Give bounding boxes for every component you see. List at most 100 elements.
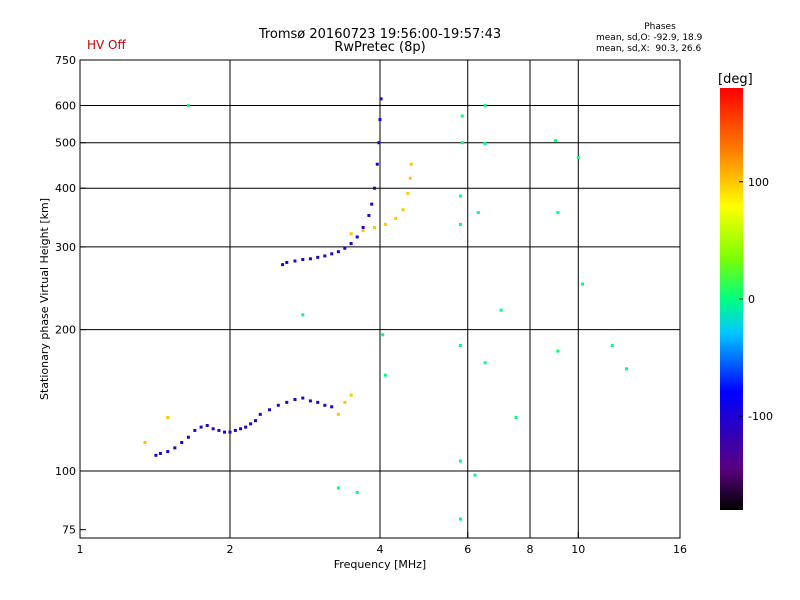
x-tick-label: 10 (571, 543, 585, 556)
x-tick-label: 1 (77, 543, 84, 556)
data-point (361, 229, 365, 233)
colorbar-unit-label: [deg] (718, 72, 753, 87)
data-point (158, 451, 162, 455)
data-point (381, 333, 385, 337)
data-point (249, 422, 253, 426)
data-point (367, 213, 371, 217)
colorbar (720, 88, 743, 510)
data-point (308, 399, 312, 403)
data-point (180, 440, 184, 444)
data-point (349, 393, 353, 397)
data-point (473, 473, 477, 477)
y-tick-label: 500 (55, 137, 76, 150)
data-point (143, 440, 147, 444)
data-point (458, 222, 462, 226)
data-point (460, 114, 464, 118)
x-tick-label: 16 (673, 543, 687, 556)
data-point (355, 235, 359, 239)
data-point (258, 412, 262, 416)
data-point (556, 211, 560, 215)
data-point (553, 139, 557, 143)
colorbar-tick-label: 0 (748, 293, 755, 306)
y-tick-label: 300 (55, 241, 76, 254)
data-point (173, 446, 177, 450)
data-point (409, 162, 413, 166)
y-tick-label: 400 (55, 182, 76, 195)
y-tick-label: 600 (55, 100, 76, 113)
x-axis-ticks: 1 2 4 6 8 10 16 (77, 532, 687, 556)
data-point (499, 308, 503, 312)
phase-statistics-title: Phases (644, 22, 676, 32)
data-point (336, 250, 340, 254)
data-point (205, 423, 209, 427)
data-point (285, 260, 289, 264)
x-tick-label: 4 (377, 543, 384, 556)
data-point (483, 361, 487, 365)
data-point (217, 428, 221, 432)
phase-statistics-x: mean, sd,X: 90.3, 26.6 (596, 44, 702, 54)
data-point (211, 427, 215, 431)
data-point (166, 450, 170, 454)
hv-status-label: HV Off (87, 38, 126, 52)
data-point (293, 259, 297, 263)
data-point (514, 415, 518, 419)
data-point (343, 246, 347, 250)
data-point (336, 412, 340, 416)
data-point (355, 490, 359, 494)
y-axis-ticks: 75 100 200 300 400 500 600 750 (55, 54, 86, 537)
data-point (377, 141, 381, 145)
data-point (383, 373, 387, 377)
colorbar-ticks: 100 0 -100 (739, 176, 773, 423)
y-tick-label: 200 (55, 324, 76, 337)
data-point (301, 396, 305, 400)
data-point (373, 186, 377, 190)
y-axis-label: Stationary phase Virtual Height [km] (38, 198, 51, 400)
data-point (361, 225, 365, 229)
data-point (244, 425, 248, 429)
colorbar-tick-label: 100 (748, 176, 769, 189)
data-point (483, 142, 487, 146)
data-point (408, 176, 412, 180)
data-point (267, 408, 271, 412)
data-point (239, 427, 243, 431)
phase-statistics: Phases mean, sd,O: -92.9, 18.9 mean, sd,… (596, 22, 724, 55)
data-point (330, 252, 334, 256)
x-tick-label: 2 (227, 543, 234, 556)
colorbar-tick-label: -100 (748, 410, 773, 423)
data-point (316, 255, 320, 259)
y-tick-label: 100 (55, 465, 76, 478)
data-point (476, 211, 480, 215)
data-point (370, 202, 374, 206)
phase-statistics-o: mean, sd,O: -92.9, 18.9 (596, 33, 703, 43)
data-point (581, 282, 585, 286)
data-point (301, 313, 305, 317)
data-point (330, 405, 334, 409)
data-point (276, 403, 280, 407)
data-points (143, 97, 629, 521)
data-point (281, 263, 285, 267)
data-point (458, 517, 462, 521)
data-point (186, 104, 190, 108)
data-point (383, 222, 387, 226)
data-point (458, 459, 462, 463)
chart-subtitle: RwPretec (8p) (334, 40, 426, 55)
data-point (323, 403, 327, 407)
data-point (576, 156, 580, 160)
y-tick-label: 750 (55, 54, 76, 67)
data-point (610, 344, 614, 348)
data-point (406, 191, 410, 195)
data-point (228, 430, 232, 434)
data-point (186, 435, 190, 439)
x-tick-label: 8 (527, 543, 534, 556)
data-point (316, 400, 320, 404)
data-point (458, 344, 462, 348)
y-tick-label: 75 (62, 524, 76, 537)
data-point (379, 97, 383, 101)
chart-title: Tromsø 20160723 19:56:00-19:57:43 (258, 27, 502, 42)
data-point (343, 400, 347, 404)
data-point (378, 118, 382, 122)
data-point (483, 104, 487, 108)
data-point (253, 419, 257, 423)
data-point (458, 194, 462, 198)
